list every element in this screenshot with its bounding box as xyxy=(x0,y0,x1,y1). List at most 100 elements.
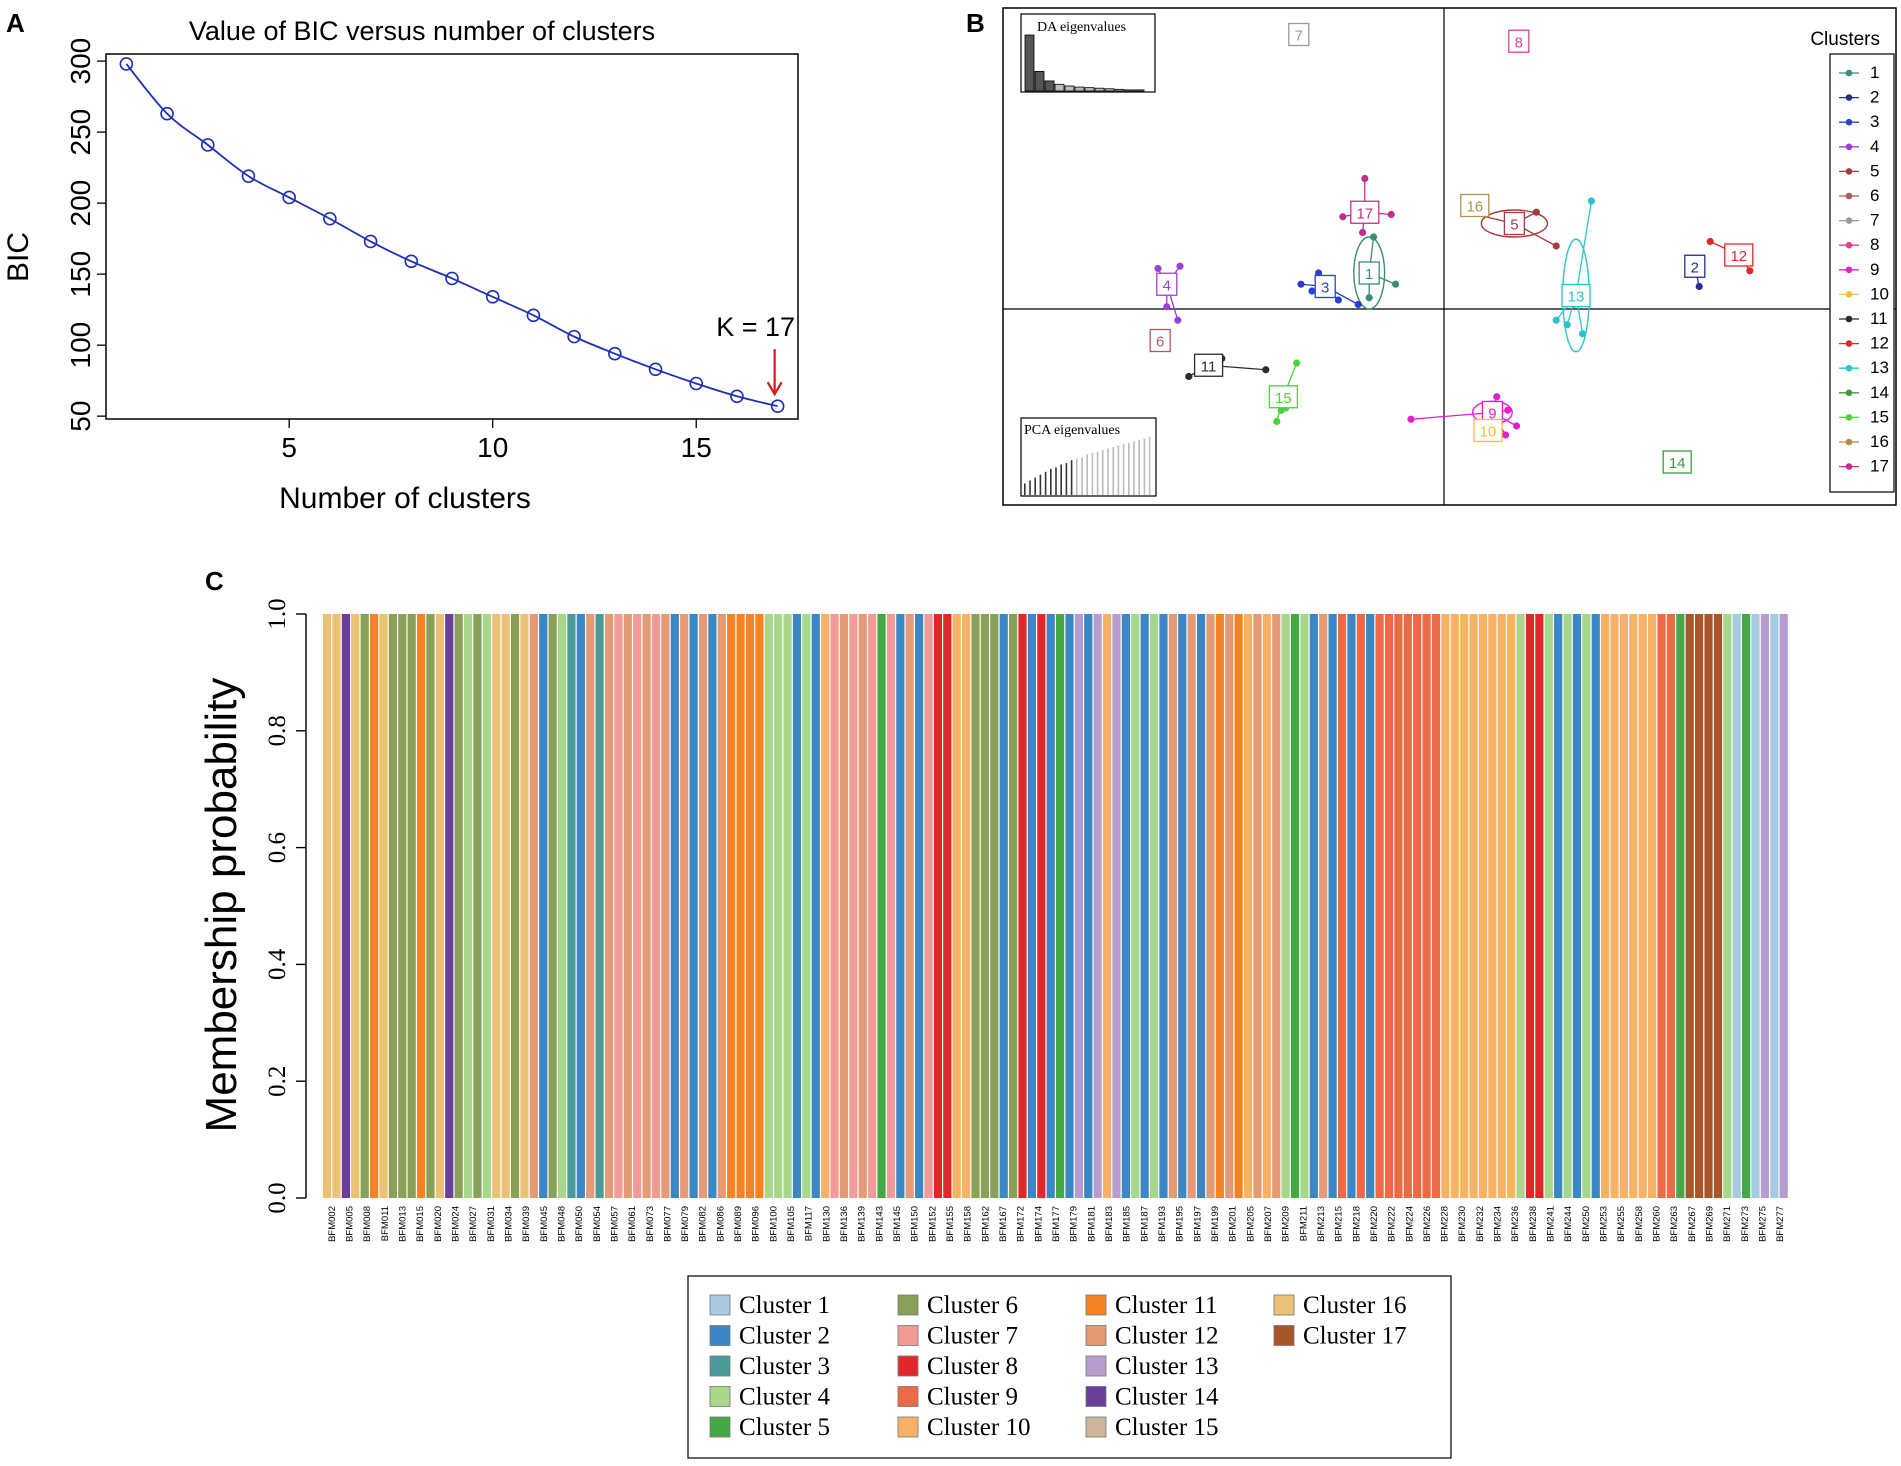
dapc-legend-dot xyxy=(1845,414,1853,421)
membership-bar xyxy=(717,614,726,1198)
dapc-point xyxy=(1163,303,1171,311)
membership-legend-swatch xyxy=(1085,1416,1107,1438)
membership-bar xyxy=(1704,614,1713,1198)
membership-bar xyxy=(689,614,698,1198)
membership-bar xyxy=(1497,614,1506,1198)
membership-sample-label: BFM117 xyxy=(804,1206,815,1241)
membership-bar xyxy=(1384,614,1394,1198)
membership-sample-label: BFM238 xyxy=(1528,1206,1539,1242)
membership-bar xyxy=(1544,614,1553,1198)
membership-bar xyxy=(557,614,567,1198)
membership-sample-label: BFM015 xyxy=(415,1206,426,1242)
panel-c-letter: C xyxy=(205,566,224,596)
dapc-cluster-label: 14 xyxy=(1669,455,1686,472)
membership-bar xyxy=(651,614,661,1198)
dapc-legend-label: 4 xyxy=(1870,137,1879,156)
pca-eigen-bar xyxy=(1096,451,1099,495)
dapc-legend-label: 2 xyxy=(1870,88,1879,107)
membership-sample-label: BFM205 xyxy=(1245,1206,1256,1242)
membership-bar xyxy=(1657,614,1666,1198)
panel-a: A Value of BIC versus number of clusters… xyxy=(2,8,799,515)
bic-point xyxy=(445,271,459,286)
membership-bar xyxy=(680,614,689,1198)
membership-bar xyxy=(943,614,952,1198)
membership-bar xyxy=(1685,614,1694,1198)
membership-sample-label: BFM158 xyxy=(963,1206,974,1242)
membership-bar xyxy=(529,614,538,1198)
dapc-legend-dot xyxy=(1845,118,1853,126)
dapc-cluster-label-box xyxy=(1149,328,1171,353)
membership-bar xyxy=(1112,614,1121,1198)
membership-bar xyxy=(886,614,896,1198)
dapc-legend-dot xyxy=(1845,217,1853,224)
bic-x-axis: 5 10 15 xyxy=(281,419,712,463)
dapc-cluster-label-box xyxy=(1503,211,1526,236)
dapc-point xyxy=(1513,422,1521,430)
membership-legend-label: Cluster 16 xyxy=(1303,1292,1406,1319)
membership-bar xyxy=(1469,614,1478,1198)
membership-bar xyxy=(1488,614,1497,1198)
panel-b-letter: B xyxy=(966,8,985,38)
dapc-legend-label: 12 xyxy=(1870,334,1889,353)
membership-sample-label: BFM185 xyxy=(1122,1206,1133,1242)
membership-bar xyxy=(351,614,360,1198)
pca-eigen-bar xyxy=(1029,480,1031,495)
membership-bar xyxy=(1507,614,1516,1198)
membership-legend-swatch xyxy=(1085,1386,1107,1407)
membership-bar xyxy=(323,614,332,1198)
membership-bar xyxy=(1206,614,1215,1198)
membership-bar xyxy=(633,614,642,1198)
membership-sample-label: BFM077 xyxy=(662,1206,673,1242)
membership-bar xyxy=(435,614,444,1198)
membership-bar xyxy=(614,614,623,1198)
da-eigen-bars xyxy=(1024,34,1145,92)
membership-bar xyxy=(1178,614,1187,1198)
dapc-cluster-15: 15 xyxy=(1268,359,1301,426)
dapc-point xyxy=(1359,228,1367,237)
membership-bar xyxy=(849,614,858,1198)
bic-y-tick-label: 200 xyxy=(65,180,96,227)
bic-point xyxy=(770,399,785,414)
bic-point xyxy=(200,138,215,152)
membership-bar xyxy=(1779,614,1788,1198)
dapc-cluster-label: 11 xyxy=(1201,358,1217,375)
dapc-cluster-16: 16 xyxy=(1460,193,1490,218)
membership-legend-label: Cluster 12 xyxy=(1115,1323,1218,1350)
dapc-point xyxy=(1504,406,1512,414)
pca-eigen-bar xyxy=(1143,438,1146,495)
dapc-point xyxy=(1315,269,1323,277)
membership-sample-label: BFM199 xyxy=(1210,1206,1221,1242)
dapc-point xyxy=(1695,282,1703,291)
dapc-cluster-9: 9 xyxy=(1407,393,1521,439)
membership-bar xyxy=(1610,614,1619,1198)
membership-bar xyxy=(1065,614,1074,1198)
dapc-ellipse xyxy=(1353,236,1386,310)
membership-bar xyxy=(576,614,585,1198)
membership-y-tick-label: 0.8 xyxy=(264,715,291,746)
dapc-point xyxy=(1176,262,1184,270)
bic-series xyxy=(119,57,785,414)
membership-legend-swatch xyxy=(897,1294,919,1316)
membership-bar xyxy=(1676,614,1685,1198)
membership-sample-label: BFM271 xyxy=(1722,1206,1733,1242)
membership-sample-label: BFM230 xyxy=(1457,1206,1468,1242)
dapc-cluster-label-box xyxy=(1156,272,1178,296)
membership-sample-label: BFM020 xyxy=(433,1206,444,1242)
membership-sample-label: BFM155 xyxy=(945,1206,956,1242)
bic-x-label: Number of clusters xyxy=(279,482,531,515)
dapc-cluster-label: 4 xyxy=(1163,277,1171,294)
membership-bar xyxy=(1046,614,1055,1198)
dapc-point xyxy=(1746,267,1754,275)
membership-bar xyxy=(1281,614,1290,1198)
dapc-legend-label: 11 xyxy=(1870,309,1888,328)
membership-bar xyxy=(1018,614,1027,1198)
dapc-legend-label: 6 xyxy=(1870,186,1879,205)
panel-a-letter: A xyxy=(6,8,25,38)
membership-sample-label: BFM273 xyxy=(1740,1206,1751,1242)
dapc-cluster-label: 2 xyxy=(1691,259,1699,276)
membership-bar xyxy=(736,614,745,1198)
dapc-point xyxy=(1185,372,1193,381)
da-eigen-bar xyxy=(1034,71,1045,92)
membership-bar xyxy=(520,614,529,1198)
